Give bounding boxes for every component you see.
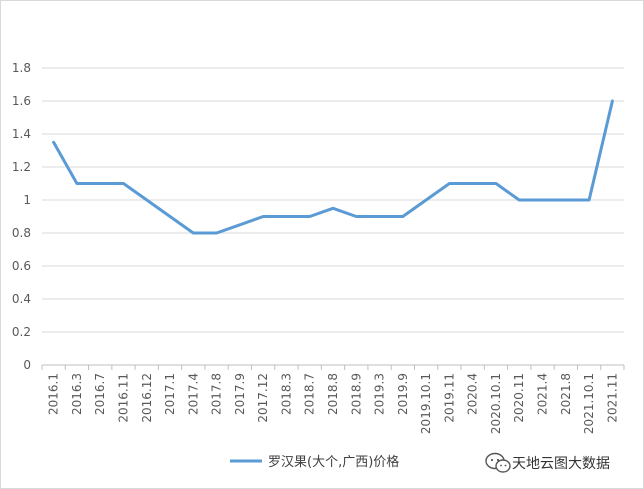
x-tick-label: 2017.12 [256,373,270,423]
x-tick-label: 2019.3 [373,373,387,415]
x-tick-label: 2017.1 [163,373,177,415]
y-tick-label: 1.2 [12,160,31,174]
y-axis-ticks: 0 0.2 0.4 0.6 0.8 1 1.2 1.4 1.6 1.8 [12,61,31,372]
x-tick-label: 2021.10.1 [582,373,596,434]
y-tick-label: 1 [23,193,31,207]
x-tick-label: 2016.1 [47,373,61,415]
x-tick-label: 2017.9 [233,373,247,415]
legend: 罗汉果(大个,广西)价格 [230,454,399,470]
x-tick-label: 2018.8 [326,373,340,415]
y-tick-label: 1.4 [12,127,31,141]
x-tick-label: 2021.11 [605,373,619,423]
watermark: 天地云图大数据 [485,452,610,473]
x-tick-label: 2020.4 [466,373,480,415]
series-group [52,99,614,235]
x-tick-label: 2016.3 [70,373,84,415]
x-tick-label: 2021.8 [559,373,573,415]
gridlines [42,67,624,366]
x-tick-label: 2019.10.1 [419,373,433,434]
watermark-text: 天地云图大数据 [512,456,610,472]
x-tick-label: 2016.12 [140,373,154,423]
x-axis-ticks: 2016.1 2016.3 2016.7 2016.11 2016.12 2017.1 20… [41,365,625,434]
x-tick-label: 2019.9 [396,373,410,415]
x-tick-label: 2020.11 [512,373,526,423]
x-tick-label: 2019.11 [442,373,456,423]
x-tick-label: 2018.9 [349,373,363,415]
y-tick-label: 0.2 [12,325,31,339]
y-tick-label: 0 [23,358,31,372]
y-tick-label: 1.8 [12,61,31,75]
x-tick-label: 2016.7 [93,373,107,415]
x-tick-label: 2017.4 [186,373,200,415]
legend-label: 罗汉果(大个,广西)价格 [268,454,399,470]
y-tick-label: 0.4 [12,292,31,306]
x-tick-label: 2016.11 [116,373,130,423]
y-tick-label: 0.8 [12,226,31,240]
x-tick-label: 2017.8 [210,373,224,415]
wechat-icon [485,452,511,473]
y-tick-label: 0.6 [12,259,31,273]
y-tick-label: 1.6 [12,94,31,108]
x-tick-label: 2021.4 [536,373,550,415]
series-line [52,99,614,235]
x-tick-label: 2020.10.1 [489,373,503,434]
x-tick-label: 2018.7 [303,373,317,415]
x-tick-label: 2018.3 [279,373,293,415]
